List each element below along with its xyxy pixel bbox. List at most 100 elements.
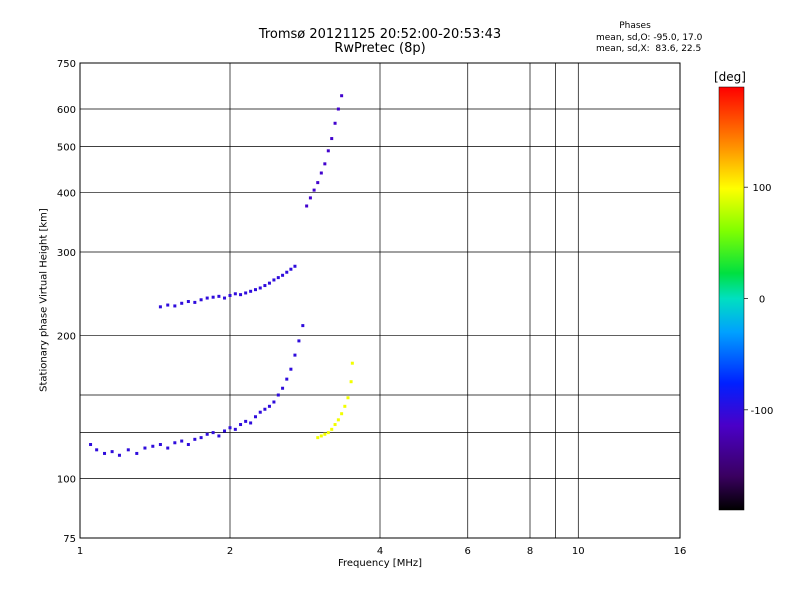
data-point xyxy=(293,264,297,268)
data-point xyxy=(350,361,354,365)
data-point xyxy=(126,448,130,452)
data-point xyxy=(272,278,276,282)
data-point xyxy=(319,171,323,175)
data-point xyxy=(217,434,221,438)
data-point xyxy=(249,421,253,425)
data-point xyxy=(333,423,337,427)
data-point xyxy=(193,437,197,441)
data-point xyxy=(319,434,323,438)
colorbar-title: [deg] xyxy=(714,70,746,84)
data-point xyxy=(217,294,221,298)
data-point xyxy=(281,273,285,277)
data-point xyxy=(89,443,93,447)
data-point xyxy=(326,149,330,153)
data-point xyxy=(233,427,237,431)
data-point xyxy=(293,353,297,357)
colorbar-ticks: 100 0 -100 xyxy=(744,183,773,417)
data-point xyxy=(340,412,344,416)
data-point xyxy=(223,429,227,433)
y-tick-label: 400 xyxy=(57,189,76,200)
data-point xyxy=(158,305,162,309)
y-axis-label: Stationary phase Virtual Height [km] xyxy=(38,208,50,392)
data-point xyxy=(272,400,276,404)
data-point xyxy=(199,298,203,302)
data-point xyxy=(233,292,237,296)
x-tick-label: 6 xyxy=(465,546,471,557)
data-point xyxy=(244,291,248,295)
data-point xyxy=(301,324,305,328)
x-tick-label: 10 xyxy=(572,546,585,557)
data-point xyxy=(211,431,215,435)
data-point xyxy=(223,296,227,300)
data-point xyxy=(305,204,309,208)
phases-o-stats: mean, sd,O: -95.0, 17.0 xyxy=(596,33,703,43)
data-point xyxy=(193,300,197,304)
phases-x-stats: mean, sd,X: 83.6, 22.5 xyxy=(596,44,702,54)
data-point xyxy=(199,436,203,440)
data-point xyxy=(186,443,190,447)
data-point xyxy=(244,419,248,423)
data-point xyxy=(228,293,232,297)
x-tick-label: 8 xyxy=(527,546,533,557)
data-point xyxy=(297,339,301,343)
data-point xyxy=(316,436,320,440)
data-point xyxy=(330,427,334,431)
data-point xyxy=(95,448,99,452)
data-point xyxy=(180,439,184,443)
data-point xyxy=(326,431,330,435)
data-point xyxy=(340,94,344,98)
data-point xyxy=(267,281,271,285)
data-point xyxy=(336,418,340,422)
data-point xyxy=(289,367,293,371)
data-point xyxy=(158,443,162,447)
data-point xyxy=(263,284,267,288)
data-point xyxy=(276,393,280,397)
data-point xyxy=(151,444,155,448)
data-point xyxy=(166,446,170,450)
colorbar-tick-label: 0 xyxy=(759,295,765,306)
x-tick-label: 1 xyxy=(77,546,83,557)
data-point xyxy=(267,404,271,408)
data-point xyxy=(249,289,253,293)
data-point xyxy=(308,196,312,200)
data-point xyxy=(258,410,262,414)
colorbar-tick-label: -100 xyxy=(751,406,774,417)
y-tick-label: 500 xyxy=(57,143,76,154)
data-point xyxy=(239,423,243,427)
data-point xyxy=(211,295,215,299)
y-tick-labels: 75 100 200 300 400 500 600 750 xyxy=(57,59,76,545)
data-point xyxy=(173,441,177,445)
data-point xyxy=(323,432,327,436)
y-tick-label: 600 xyxy=(57,105,76,116)
data-point xyxy=(253,288,257,292)
data-point xyxy=(285,377,289,381)
data-point xyxy=(110,450,114,454)
data-points xyxy=(89,94,354,457)
x-tick-labels: 1 2 4 6 8 10 16 xyxy=(77,546,687,557)
data-point xyxy=(349,380,353,384)
colorbar xyxy=(718,86,745,511)
data-point xyxy=(135,451,139,455)
data-point xyxy=(281,386,285,390)
x-tick-label: 16 xyxy=(674,546,687,557)
y-tick-label: 750 xyxy=(57,59,76,70)
data-point xyxy=(117,453,121,457)
y-tick-label: 100 xyxy=(57,475,76,486)
data-point xyxy=(312,188,316,192)
data-point xyxy=(143,446,147,450)
data-point xyxy=(330,137,334,141)
data-point xyxy=(186,300,190,304)
phases-label: Phases xyxy=(619,21,651,31)
data-point xyxy=(323,162,327,166)
data-point xyxy=(258,286,262,290)
data-point xyxy=(205,432,209,436)
chart-title: Tromsø 20121125 20:52:00-20:53:43 xyxy=(258,27,502,42)
chart-subtitle: RwPretec (8p) xyxy=(334,41,426,56)
colorbar-tick-label: 100 xyxy=(752,183,771,194)
y-tick-label: 200 xyxy=(57,332,76,343)
y-tick-label: 75 xyxy=(63,534,76,545)
data-point xyxy=(336,107,340,111)
x-axis-label: Frequency [MHz] xyxy=(337,558,423,569)
data-point xyxy=(166,303,170,307)
x-tick-label: 4 xyxy=(377,546,383,557)
